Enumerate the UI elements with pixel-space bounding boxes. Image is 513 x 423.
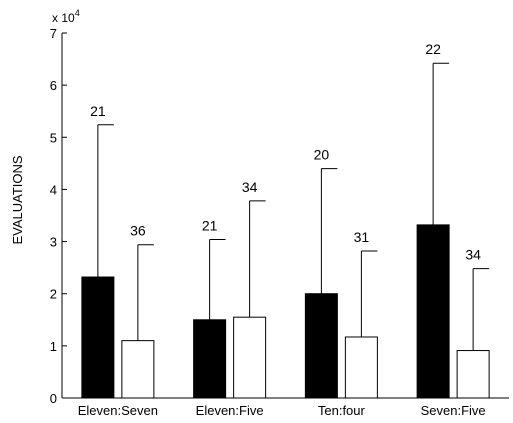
axis-scale-label: x 104 xyxy=(52,8,80,25)
category-label: Seven:Five xyxy=(421,403,486,418)
y-axis-label: EVALUATIONS xyxy=(10,155,25,244)
data-label: 22 xyxy=(425,41,441,57)
data-label: 21 xyxy=(202,217,218,233)
bar xyxy=(416,224,450,399)
bar xyxy=(304,293,338,399)
y-tick-label: 4 xyxy=(50,182,57,197)
data-label: 34 xyxy=(465,247,481,263)
bar xyxy=(233,316,267,399)
axis-scale-base: x 10 xyxy=(52,11,75,25)
bar xyxy=(121,340,155,399)
data-label: 21 xyxy=(90,103,106,119)
y-tick-label: 2 xyxy=(50,287,57,302)
bar xyxy=(193,319,227,399)
data-label: 20 xyxy=(314,147,330,163)
y-tick-label: 1 xyxy=(50,339,57,354)
category-label: Ten:four xyxy=(318,403,366,418)
bar xyxy=(344,336,378,399)
data-label: 34 xyxy=(242,179,258,195)
data-label: 36 xyxy=(130,223,146,239)
y-tick-label: 7 xyxy=(50,26,57,41)
y-tick-label: 6 xyxy=(50,78,57,93)
data-label: 31 xyxy=(354,229,370,245)
bars xyxy=(81,62,490,399)
bar xyxy=(81,276,115,399)
bar xyxy=(456,350,490,399)
axis-scale-exponent: 4 xyxy=(75,8,80,18)
y-tick-label: 3 xyxy=(50,235,57,250)
labels: 21 36 Eleven:Seven 21 34 Eleven:Five 20 31 Ten:f… xyxy=(78,41,486,418)
y-tick-label: 0 xyxy=(50,391,57,406)
category-label: Eleven:Five xyxy=(196,403,264,418)
category-label: Eleven:Seven xyxy=(78,403,158,418)
y-tick-label: 5 xyxy=(50,130,57,145)
